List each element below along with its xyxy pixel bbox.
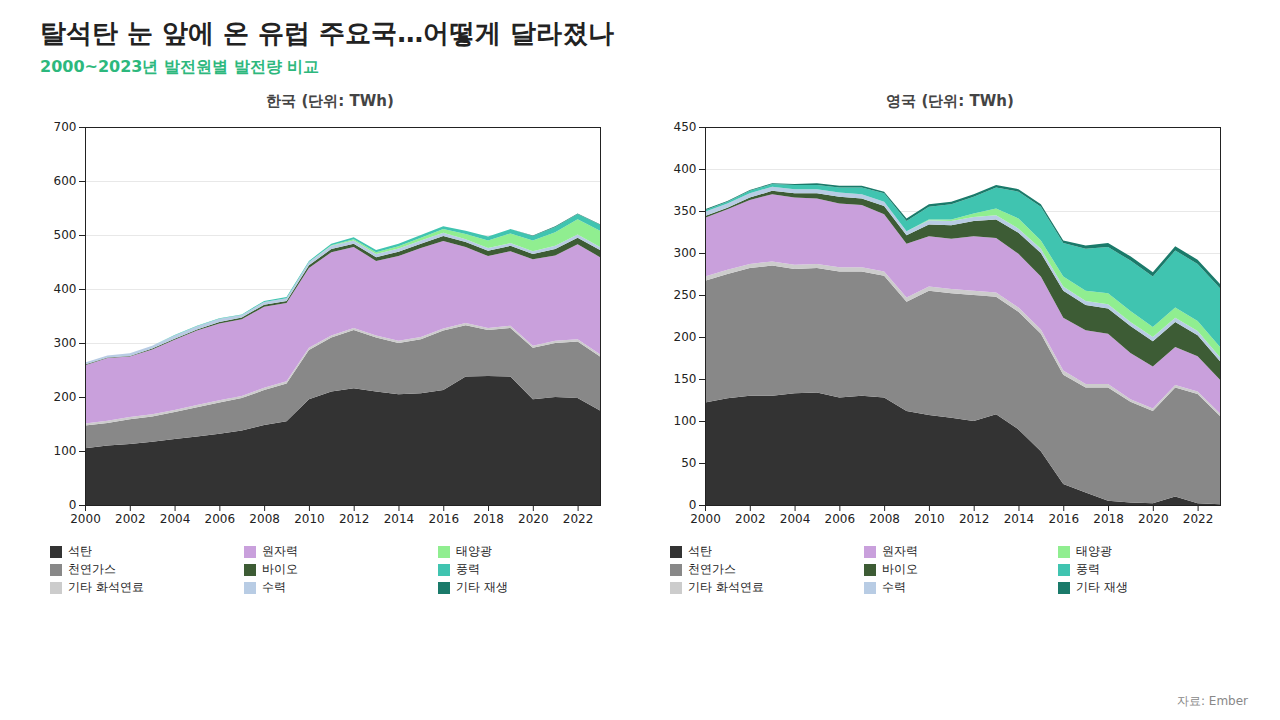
- html-text:수력: 수력: [262, 580, 286, 594]
- svg-text:300: 300: [674, 246, 697, 260]
- svg-text:2012: 2012: [959, 512, 990, 526]
- svg-text:450: 450: [674, 120, 697, 134]
- html-text:한국 (단위: TWh): 한국 (단위: TWh): [266, 92, 394, 110]
- html-text:석탄: 석탄: [68, 544, 92, 558]
- svg-text:300: 300: [54, 336, 77, 350]
- svg-text:2012: 2012: [339, 512, 370, 526]
- svg-text:2000: 2000: [70, 512, 101, 526]
- svg-text:0: 0: [689, 498, 697, 512]
- html-text:풍력: 풍력: [1076, 562, 1100, 576]
- svg-text:2006: 2006: [205, 512, 236, 526]
- svg-text:0: 0: [69, 498, 77, 512]
- svg-text:400: 400: [54, 282, 77, 296]
- svg-text:700: 700: [54, 120, 77, 134]
- svg-text:2010: 2010: [914, 512, 945, 526]
- svg-text:2006: 2006: [825, 512, 856, 526]
- svg-text:2016: 2016: [1048, 512, 1079, 526]
- html-text:탈석탄 눈 앞에 온 유럽 주요국…어떻게 달라졌나: 탈석탄 눈 앞에 온 유럽 주요국…어떻게 달라졌나: [40, 18, 615, 48]
- svg-text:2002: 2002: [115, 512, 146, 526]
- svg-text:2020: 2020: [1138, 512, 1169, 526]
- html-text:태양광: 태양광: [456, 544, 492, 558]
- svg-text:2018: 2018: [473, 512, 504, 526]
- svg-text:2002: 2002: [735, 512, 766, 526]
- svg-text:2014: 2014: [1004, 512, 1035, 526]
- svg-text:2004: 2004: [160, 512, 191, 526]
- svg-text:200: 200: [674, 330, 697, 344]
- svg-text:2016: 2016: [428, 512, 459, 526]
- svg-text:2000: 2000: [690, 512, 721, 526]
- svg-text:2020: 2020: [518, 512, 549, 526]
- svg-text:100: 100: [54, 444, 77, 458]
- svg-text:2008: 2008: [869, 512, 900, 526]
- svg-text:2008: 2008: [249, 512, 280, 526]
- html-text:수력: 수력: [882, 580, 906, 594]
- html-text:기타 화석연료: 기타 화석연료: [688, 580, 764, 594]
- svg-text:2022: 2022: [563, 512, 594, 526]
- html-text:풍력: 풍력: [456, 562, 480, 576]
- html-text:기타 화석연료: 기타 화석연료: [68, 580, 144, 594]
- html-text:기타 재생: 기타 재생: [456, 580, 508, 594]
- html-text:2000~2023년 발전원별 발전량 비교: 2000~2023년 발전원별 발전량 비교: [40, 57, 320, 76]
- html-text:태양광: 태양광: [1076, 544, 1112, 558]
- svg-text:2018: 2018: [1093, 512, 1124, 526]
- html-text:천연가스: 천연가스: [688, 562, 736, 576]
- svg-text:400: 400: [674, 162, 697, 176]
- svg-text:250: 250: [674, 288, 697, 302]
- html-text:원자력: 원자력: [882, 544, 918, 558]
- svg-text:100: 100: [674, 414, 697, 428]
- html-text:원자력: 원자력: [262, 544, 298, 558]
- html-text:영국 (단위: TWh): 영국 (단위: TWh): [886, 92, 1014, 110]
- svg-text:2022: 2022: [1183, 512, 1214, 526]
- html-text:자료: Ember: 자료: Ember: [1176, 694, 1248, 708]
- svg-text:150: 150: [674, 372, 697, 386]
- svg-text:2010: 2010: [294, 512, 325, 526]
- html-text:바이오: 바이오: [882, 562, 918, 576]
- svg-text:600: 600: [54, 174, 77, 188]
- svg-text:2014: 2014: [384, 512, 415, 526]
- html-text:석탄: 석탄: [688, 544, 712, 558]
- html-text:기타 재생: 기타 재생: [1076, 580, 1128, 594]
- html-text:바이오: 바이오: [262, 562, 298, 576]
- svg-text:200: 200: [54, 390, 77, 404]
- html-text:천연가스: 천연가스: [68, 562, 116, 576]
- svg-text:2004: 2004: [780, 512, 811, 526]
- svg-text:50: 50: [681, 456, 696, 470]
- svg-text:350: 350: [674, 204, 697, 218]
- svg-text:500: 500: [54, 228, 77, 242]
